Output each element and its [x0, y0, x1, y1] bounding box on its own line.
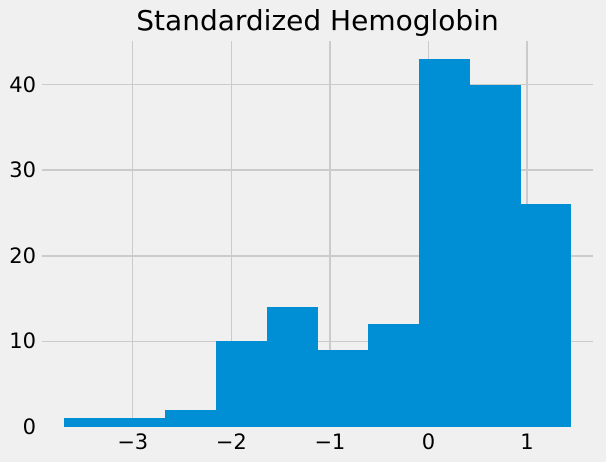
x-tick-label: −3	[117, 430, 149, 454]
gridline-horizontal	[42, 255, 593, 257]
x-tick-label: 1	[520, 430, 534, 454]
histogram-bar	[520, 204, 572, 427]
gridline-horizontal	[42, 83, 593, 86]
y-tick-label: 10	[9, 329, 36, 354]
y-tick-label: 30	[9, 158, 36, 183]
histogram-bar	[216, 341, 268, 427]
gridline-vertical	[131, 41, 134, 427]
histogram-bar	[165, 409, 217, 427]
histogram-bar	[266, 307, 318, 427]
histogram-bar	[63, 418, 116, 427]
histogram-bar	[368, 324, 420, 427]
chart-title: Standardized Hemoglobin	[136, 4, 499, 37]
x-tick-label: −1	[314, 430, 346, 454]
bars-layer	[42, 41, 593, 427]
histogram-bar	[469, 84, 521, 427]
histogram-bar	[317, 349, 369, 427]
plot-area	[42, 41, 593, 427]
gridline-vertical	[230, 41, 232, 427]
y-tick-label: 40	[9, 72, 36, 97]
gridline-horizontal	[42, 169, 593, 171]
histogram-bar	[418, 58, 470, 427]
gridline-vertical	[329, 41, 331, 427]
x-tick-label: 0	[421, 430, 436, 454]
y-tick-label: 0	[22, 415, 36, 439]
y-tick-label: 20	[9, 243, 36, 268]
histogram-bar	[114, 418, 166, 427]
x-tick-label: −2	[215, 430, 247, 454]
